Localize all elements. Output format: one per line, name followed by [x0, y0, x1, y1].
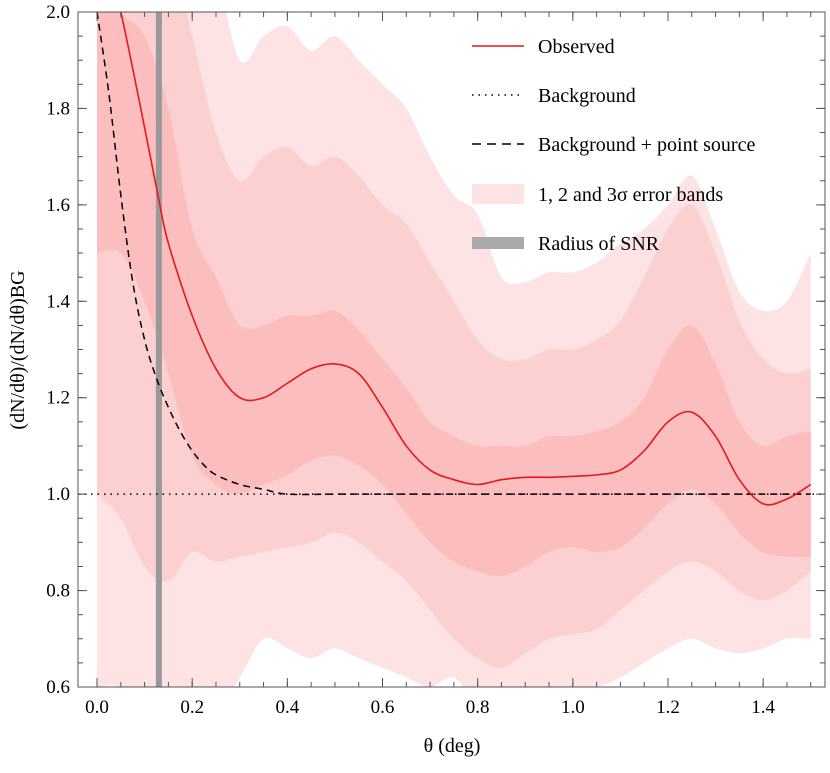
legend-swatch-bands	[472, 184, 524, 204]
curves	[78, 12, 825, 506]
y-tick-label: 1.0	[46, 484, 70, 505]
legend-label: 1, 2 and 3σ error bands	[538, 184, 723, 206]
legend-swatch-snr	[472, 237, 524, 249]
y-tick-label: 1.6	[46, 195, 70, 216]
y-tick-label: 1.4	[46, 291, 70, 312]
observed-line	[119, 12, 812, 506]
x-tick-label: 0.8	[466, 697, 490, 718]
legend-label: Background + point source	[538, 134, 755, 156]
legend-item: Background	[472, 85, 636, 107]
legend-label: Radius of SNR	[538, 233, 660, 255]
y-axis-title: (dN/dθ)/(dN/dθ)BG	[7, 270, 29, 429]
legend-label: Background	[538, 85, 636, 107]
x-tick-label: 1.0	[561, 697, 585, 718]
y-tick-label: 1.8	[46, 98, 70, 119]
legend-item: 1, 2 and 3σ error bands	[472, 184, 723, 206]
legend-label: Observed	[538, 36, 615, 58]
x-tick-label: 0.4	[275, 697, 299, 718]
x-tick-label: 0.6	[371, 697, 395, 718]
y-tick-label: 1.2	[46, 388, 70, 409]
legend-item: Radius of SNR	[472, 233, 660, 255]
legend-item: Observed	[472, 36, 615, 58]
x-axis-title: θ (deg)	[424, 735, 481, 757]
legend: Observed Background Background + point sou…	[472, 36, 755, 255]
y-tick-label: 0.8	[46, 581, 70, 602]
x-tick-label: 1.2	[656, 697, 680, 718]
x-tick-label: 0.0	[85, 697, 109, 718]
error-bands	[97, 12, 811, 687]
x-tick-label: 0.2	[180, 697, 204, 718]
legend-item: Background + point source	[472, 134, 755, 156]
y-tick-label: 2.0	[46, 2, 70, 23]
sigma1-band	[97, 12, 811, 577]
y-tick-label: 0.6	[46, 677, 70, 698]
background-plus-point-source-line	[96, 12, 811, 496]
axes: 0.0 0.2 0.4 0.6 0.8 1.0 1.2 1.4 0.6 0.8 1.0 1.2 1.4 1…	[46, 2, 826, 718]
x-tick-label: 1.4	[751, 697, 775, 718]
